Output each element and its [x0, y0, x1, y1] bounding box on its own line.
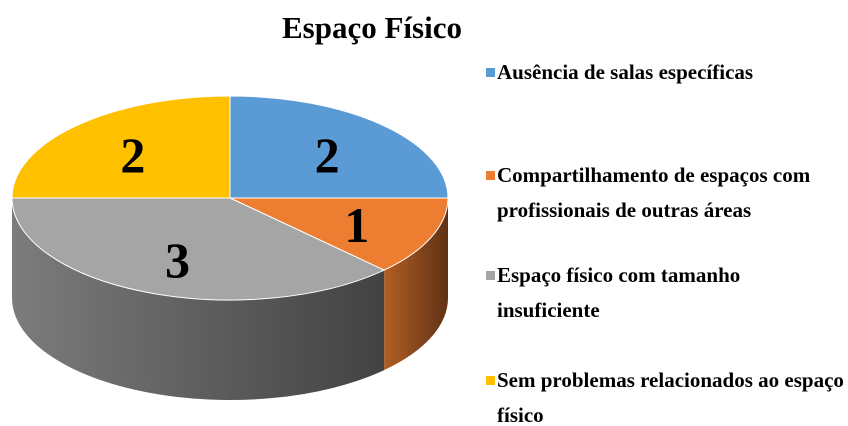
data-label: 1	[344, 197, 369, 253]
legend-label: Espaço físico com tamanho insuficiente	[497, 263, 741, 322]
chart-title: Espaço Físico	[282, 10, 462, 45]
legend-swatch	[486, 68, 495, 77]
data-label: 3	[165, 232, 190, 288]
legend-swatch	[486, 271, 495, 280]
legend-swatch	[486, 376, 495, 385]
legend-label: Compartilhamento de espaços com profissi…	[497, 163, 811, 222]
slice	[11, 197, 386, 301]
slice	[11, 95, 231, 199]
legend-label: Sem problemas relacionados ao espaço fís…	[497, 368, 844, 426]
data-label: 2	[120, 127, 145, 183]
legend-swatch	[486, 171, 495, 180]
data-label: 2	[315, 127, 340, 183]
slice	[229, 197, 449, 271]
legend-label: Ausência de salas específicas	[497, 60, 754, 84]
slice-side	[384, 198, 448, 371]
slice	[229, 95, 449, 199]
